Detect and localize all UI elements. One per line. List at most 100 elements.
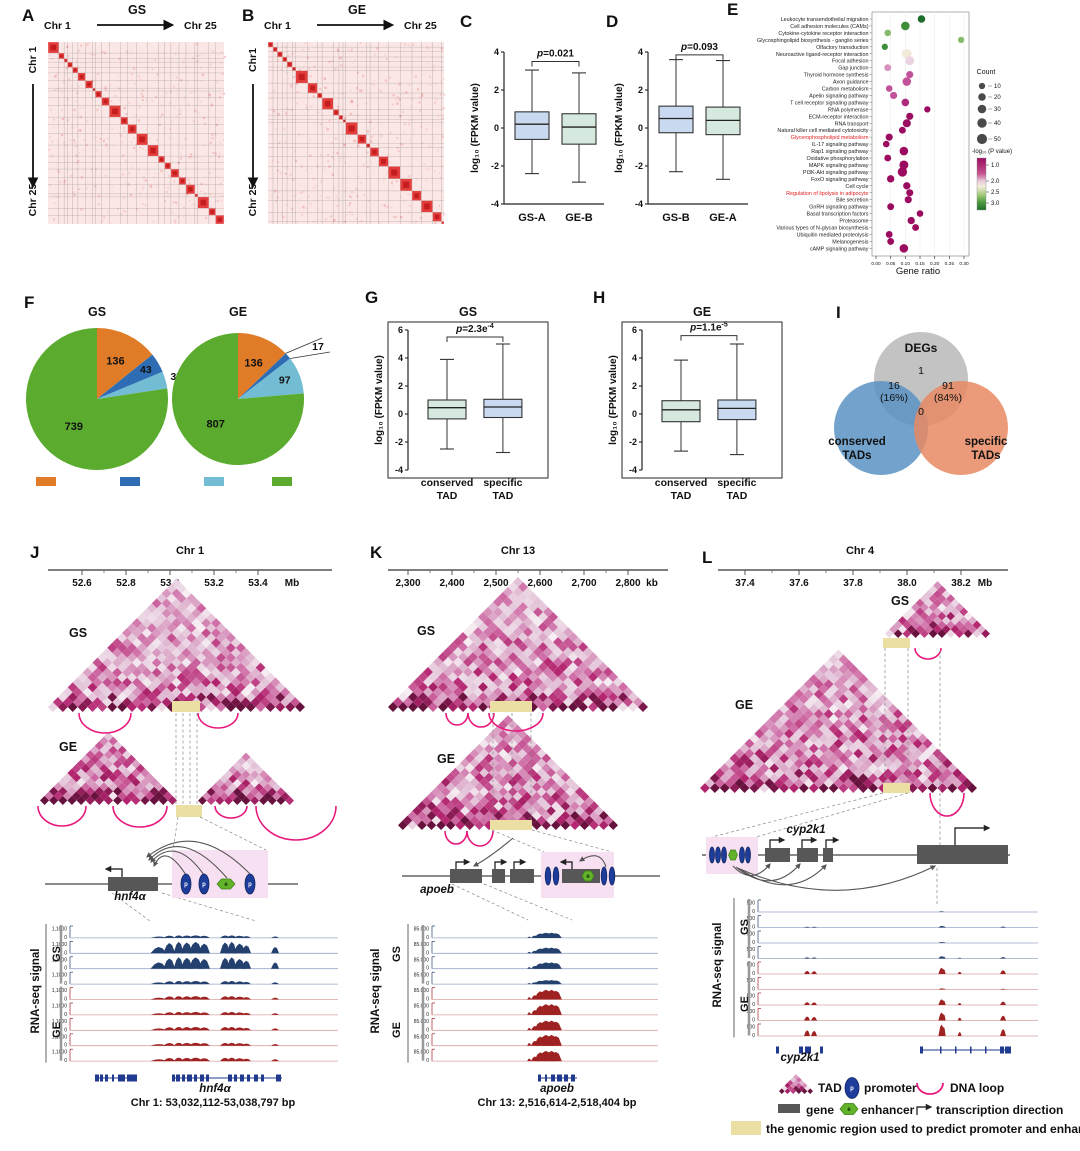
svg-text:52.8: 52.8 bbox=[116, 578, 136, 589]
svg-text:specific: specific bbox=[965, 436, 1008, 448]
panel-letter-l: L bbox=[702, 548, 713, 567]
svg-text:0: 0 bbox=[752, 925, 755, 931]
svg-text:0: 0 bbox=[64, 1012, 67, 1018]
svg-text:PI3K-Akt signaling pathway: PI3K-Akt signaling pathway bbox=[803, 170, 869, 176]
svg-text:0: 0 bbox=[752, 909, 755, 915]
svg-text:log₁₀ (FPKM value): log₁₀ (FPKM value) bbox=[614, 83, 625, 173]
panel-j-group-ge: GE bbox=[51, 1022, 63, 1038]
svg-text:38.0: 38.0 bbox=[897, 578, 917, 589]
svg-text:Olfactory transduction: Olfactory transduction bbox=[816, 45, 868, 51]
svg-text:Apelin signaling pathway: Apelin signaling pathway bbox=[809, 93, 869, 99]
svg-text:Cell cycle: Cell cycle bbox=[845, 184, 868, 190]
svg-text:IL-17 signaling pathway: IL-17 signaling pathway bbox=[812, 142, 869, 148]
svg-text:e: e bbox=[847, 1107, 851, 1113]
svg-text:GnRH signaling pathway: GnRH signaling pathway bbox=[809, 205, 869, 211]
svg-text:30: 30 bbox=[994, 107, 1001, 113]
svg-text:GS-A: GS-A bbox=[518, 212, 546, 224]
svg-text:500: 500 bbox=[747, 916, 756, 922]
svg-text:1,1000: 1,1000 bbox=[52, 1050, 68, 1056]
panel-g-title: GS bbox=[458, 305, 478, 319]
svg-text:85.000: 85.000 bbox=[414, 927, 430, 933]
svg-text:4: 4 bbox=[494, 47, 499, 57]
svg-text:Thyroid hormone synthesis: Thyroid hormone synthesis bbox=[804, 73, 869, 79]
panel-j-signal-label: RNA-seq signal bbox=[30, 948, 42, 1034]
legend-enhancer-label: enhancer bbox=[861, 1103, 915, 1117]
panel-j-ge: GE bbox=[58, 740, 78, 754]
svg-text:38.2: 38.2 bbox=[951, 578, 971, 589]
panel-l-chr: Chr 4 bbox=[845, 545, 875, 557]
svg-text:-4: -4 bbox=[491, 199, 499, 209]
svg-text:85.000: 85.000 bbox=[414, 1034, 430, 1040]
panel-letter-k: K bbox=[370, 543, 383, 562]
svg-text:2,300: 2,300 bbox=[395, 578, 420, 589]
svg-text:500: 500 bbox=[747, 1009, 756, 1015]
svg-text:0.30: 0.30 bbox=[959, 261, 969, 267]
svg-text:Oxidative phosphorylation: Oxidative phosphorylation bbox=[806, 156, 868, 162]
svg-text:0: 0 bbox=[752, 987, 755, 993]
panel-j-caption: Chr 1: 53,032,112-53,038,797 bp bbox=[130, 1097, 296, 1109]
merge-color-chip bbox=[120, 477, 140, 486]
panel-letter-a: A bbox=[22, 6, 35, 25]
svg-text:3.0: 3.0 bbox=[991, 201, 1000, 207]
svg-text:T cell receptor signaling path: T cell receptor signaling pathway bbox=[790, 100, 869, 106]
panel-b-title: GE bbox=[347, 3, 367, 17]
panel-l-model-gene: cyp2k1 bbox=[780, 1052, 820, 1064]
panel-l-gene-label: cyp2k1 bbox=[786, 824, 826, 836]
svg-text:500: 500 bbox=[747, 963, 756, 969]
svg-text:kb: kb bbox=[646, 578, 658, 589]
svg-text:Carbon metabolism: Carbon metabolism bbox=[822, 87, 869, 93]
svg-text:Ubiquitin mediated proteolysis: Ubiquitin mediated proteolysis bbox=[797, 232, 869, 238]
svg-text:85.000: 85.000 bbox=[414, 1050, 430, 1056]
svg-text:37.4: 37.4 bbox=[735, 578, 755, 589]
svg-text:Cell adhesion molecules (CAMs): Cell adhesion molecules (CAMs) bbox=[790, 24, 868, 30]
svg-text:Mb: Mb bbox=[285, 578, 299, 589]
svg-text:97: 97 bbox=[279, 375, 291, 387]
panel-letter-d: D bbox=[606, 12, 619, 31]
svg-text:1.0: 1.0 bbox=[991, 163, 1000, 169]
svg-text:500: 500 bbox=[747, 932, 756, 938]
svg-text:500: 500 bbox=[747, 1025, 756, 1031]
svg-text:specific: specific bbox=[483, 477, 522, 489]
panel-l-ge: GE bbox=[734, 698, 754, 712]
svg-text:0.25: 0.25 bbox=[945, 261, 955, 267]
panel-f-gs-title: GS bbox=[87, 305, 107, 319]
legend-tad-label: TAD bbox=[818, 1081, 842, 1095]
svg-text:log₁₀ (FPKM value): log₁₀ (FPKM value) bbox=[608, 355, 619, 445]
pie-legend-stable bbox=[36, 477, 60, 486]
svg-text:log₁₀ (FPKM value): log₁₀ (FPKM value) bbox=[374, 355, 385, 445]
rearrangement-color-chip bbox=[272, 477, 292, 486]
svg-text:0: 0 bbox=[64, 1058, 67, 1064]
panel-a-x-end: Chr 25 bbox=[184, 20, 217, 32]
pie-legend-merge bbox=[120, 477, 144, 486]
svg-text:85.000: 85.000 bbox=[414, 973, 430, 979]
svg-text:0: 0 bbox=[64, 1027, 67, 1033]
svg-text:conserved: conserved bbox=[421, 477, 474, 489]
svg-text:Gap junction: Gap junction bbox=[838, 66, 868, 72]
svg-text:RNA transport: RNA transport bbox=[835, 121, 869, 127]
svg-text:0: 0 bbox=[64, 935, 67, 941]
svg-text:Glycerophospholipid metabolism: Glycerophospholipid metabolism bbox=[791, 135, 869, 141]
svg-text:91: 91 bbox=[942, 380, 954, 392]
svg-text:p=0.021: p=0.021 bbox=[536, 49, 574, 60]
svg-text:4: 4 bbox=[632, 353, 637, 363]
svg-text:MAPK signaling pathway: MAPK signaling pathway bbox=[809, 163, 869, 169]
svg-text:2: 2 bbox=[632, 381, 637, 391]
split-color-chip bbox=[204, 477, 224, 486]
svg-text:0.15: 0.15 bbox=[915, 261, 925, 267]
svg-text:136: 136 bbox=[106, 356, 124, 368]
svg-text:2,500: 2,500 bbox=[483, 578, 508, 589]
svg-text:0: 0 bbox=[426, 950, 429, 956]
panel-letter-h: H bbox=[593, 288, 606, 307]
svg-text:50: 50 bbox=[994, 137, 1001, 143]
svg-text:0: 0 bbox=[752, 940, 755, 946]
svg-text:37.8: 37.8 bbox=[843, 578, 863, 589]
svg-text:2: 2 bbox=[398, 381, 403, 391]
svg-text:Glycosphingolipid biosynthesis: Glycosphingolipid biosynthesis - ganglio… bbox=[757, 38, 869, 44]
panel-k-caption: Chr 13: 2,516,614-2,518,404 bp bbox=[477, 1097, 637, 1109]
svg-text:4: 4 bbox=[398, 353, 403, 363]
svg-text:Rap1 signaling pathway: Rap1 signaling pathway bbox=[811, 149, 869, 155]
svg-text:p: p bbox=[248, 882, 252, 888]
svg-text:FoxO signaling pathway: FoxO signaling pathway bbox=[811, 177, 869, 183]
legend-transcription-label: transcription direction bbox=[936, 1103, 1064, 1117]
